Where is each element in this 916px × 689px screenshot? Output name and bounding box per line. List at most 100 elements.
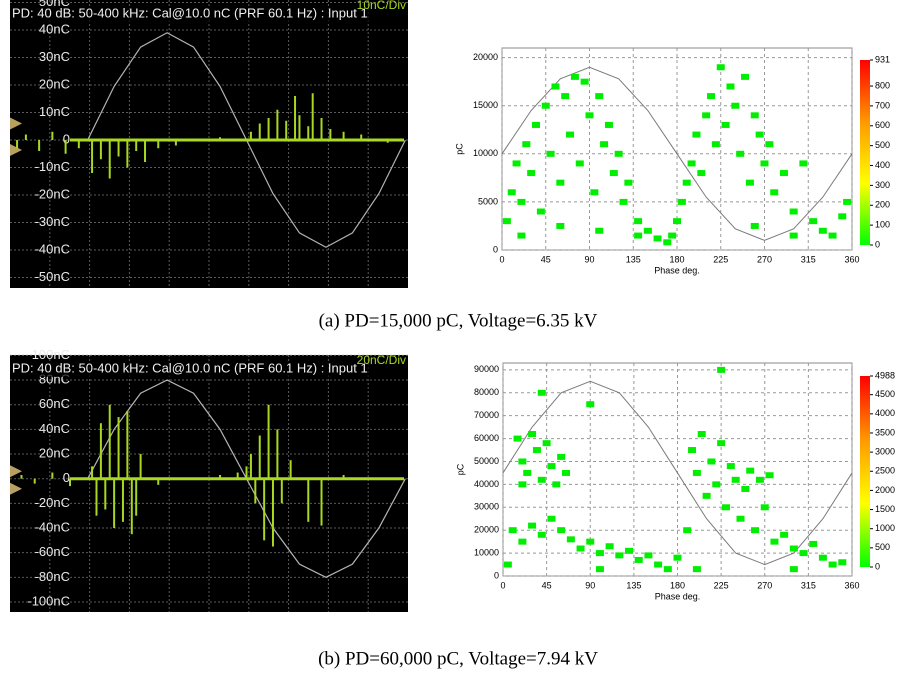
pd-point [663,239,672,246]
colorbar-tick-label: 3500 [875,427,895,437]
pd-point [838,559,847,566]
y-tick-label: 90000 [474,364,499,374]
pd-point [615,552,624,559]
pd-point [517,232,526,239]
pd-point [561,93,570,100]
y-tick-label: 15000 [473,100,498,110]
pd-point [542,440,551,447]
pd-point [557,527,566,534]
pd-point [668,232,677,239]
x-tick-label: 135 [626,254,641,264]
y-tick-label: -20nC [35,495,70,510]
pd-point [609,170,618,177]
pd-point [557,453,566,460]
reference-sine [502,380,853,566]
colorbar-tick-label: 1000 [875,523,895,533]
y-tick-label: -10nC [35,159,70,174]
pd-point [838,213,847,220]
pd-point [513,435,522,442]
header-background [10,6,400,22]
pd-point [765,472,774,479]
pd-point [809,218,818,225]
pd-point [750,222,759,229]
pd-point [799,550,808,557]
pd-point [605,543,614,550]
pd-point [692,566,701,573]
pd-point [677,198,686,205]
x-axis-label: Phase deg. [655,591,701,601]
y-tick-label: 5000 [478,196,498,206]
pd-point [600,141,609,148]
colorbar-tick-label: 500 [875,140,890,150]
colorbar [860,60,870,245]
pd-point [741,73,750,80]
pd-point [726,463,735,470]
pd-point [537,476,546,483]
x-tick-label: 0 [500,580,505,590]
x-tick-label: 45 [542,580,552,590]
pd-point [673,218,681,225]
pd-point [532,447,541,454]
chart-subtitle: 10nC/Div [357,0,406,12]
pd-point [731,102,740,109]
x-tick-label: 360 [844,254,859,264]
pd-point [697,431,706,437]
pd-point [522,141,531,148]
pd-point [789,208,798,215]
x-tick-label: 315 [801,580,816,590]
y-tick-label: 50nC [39,0,70,9]
x-tick-label: 270 [757,580,772,590]
pd-point [518,538,527,545]
x-tick-label: 0 [499,254,504,264]
colorbar-tick-label: 4500 [875,389,895,399]
pd-point [779,170,788,177]
x-tick-label: 135 [626,580,641,590]
pd-point [799,160,808,167]
pd-point [707,458,716,465]
pd-point [575,160,584,167]
pd-point [721,121,730,128]
x-tick-label: 270 [757,254,772,264]
pd-point [770,189,779,196]
y-tick-label: -30nC [35,214,70,229]
pd-point [828,561,837,568]
pd-point [721,504,730,511]
x-tick-label: 225 [713,254,728,264]
trigger-marker [10,482,22,495]
colorbar-tick-label: 400 [875,160,890,170]
pd-point [512,160,521,167]
x-tick-label: 180 [669,254,684,264]
colorbar-tick-label: 2500 [875,466,895,476]
colorbar-tick-label: 4988 [875,370,895,380]
pd-point [624,179,633,186]
pd-point [518,458,527,465]
y-axis-label: pC [454,143,464,155]
pd-point [770,538,779,545]
colorbar-tick-label: 200 [875,200,890,210]
colorbar-tick-label: 600 [875,120,890,130]
pd-point [692,131,701,138]
y-tick-label: -20nC [35,186,70,201]
pd-point [634,218,643,225]
y-tick-label: 70000 [474,410,499,420]
pd-point [643,227,652,234]
colorbar-tick-label: 800 [875,80,890,90]
pd-point [716,64,725,71]
pd-point [528,431,537,437]
pd-point [595,227,604,234]
pd-point [566,536,575,543]
y-tick-label: 20nC [39,76,70,91]
pd-point [503,561,512,568]
y-tick-label: 20000 [473,52,498,62]
chart-subtitle: 20nC/Div [357,353,406,367]
y-tick-label: 20nC [39,445,70,460]
pd-point [736,515,745,522]
pd-point [566,131,575,138]
pd-point [717,440,726,447]
pd-point [765,141,774,148]
pd-point [518,481,527,488]
x-tick-label: 180 [670,580,685,590]
x-tick-label: 360 [844,580,859,590]
caption: (a) PD=15,000 pC, Voltage=6.35 kV [319,310,598,331]
pd-point [780,531,789,538]
